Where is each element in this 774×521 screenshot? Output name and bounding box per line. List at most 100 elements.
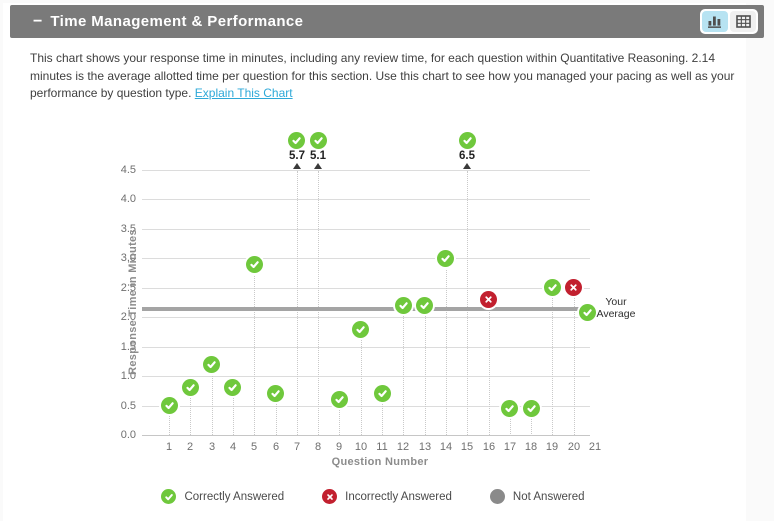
average-label: Your Average: [596, 296, 636, 320]
dropline: [297, 171, 298, 435]
gridline: [142, 317, 590, 318]
check-icon: [378, 390, 387, 398]
x-tick-label: 19: [545, 441, 559, 453]
x-tick-label: 20: [567, 441, 581, 453]
data-point-q11[interactable]: [374, 385, 391, 402]
over-limit-value-label: 5.1: [310, 150, 326, 162]
view-toggle: [700, 9, 758, 34]
x-tick-label: 2: [186, 441, 194, 453]
data-point-q10[interactable]: [352, 321, 369, 338]
gridline: [142, 347, 590, 348]
explain-chart-link[interactable]: Explain This Chart: [194, 86, 293, 100]
description-text: This chart shows your response time in m…: [30, 51, 735, 100]
data-point-q16[interactable]: [480, 291, 497, 308]
gray-circle-icon: [489, 489, 505, 504]
y-tick-label: 1.0: [120, 370, 136, 382]
dropline: [552, 297, 553, 435]
data-point-q15[interactable]: [459, 132, 476, 149]
up-arrow-icon: [314, 163, 322, 169]
x-tick-label: 7: [293, 441, 301, 453]
legend-label: Correctly Answered: [184, 490, 285, 503]
x-tick-label: 21: [588, 441, 602, 453]
dropline: [510, 418, 511, 436]
x-tick-label: 1: [165, 441, 173, 453]
data-point-q7[interactable]: [288, 132, 305, 149]
dropline: [403, 314, 404, 435]
panel-title: Time Management & Performance: [50, 13, 304, 30]
dropline: [425, 314, 426, 435]
x-tick-label: 6: [272, 441, 280, 453]
average-line: [142, 307, 589, 311]
dropline: [169, 415, 170, 435]
x-tick-label: 9: [335, 441, 343, 453]
collapse-icon[interactable]: −: [33, 12, 43, 30]
check-icon: [165, 402, 174, 410]
over-limit-value-label: 6.5: [459, 150, 475, 162]
legend-item-incorrect: Incorrectly Answered: [322, 489, 452, 504]
x-tick-label: 5: [250, 441, 258, 453]
y-tick-label: 0.0: [120, 429, 136, 441]
legend-label: Incorrectly Answered: [345, 490, 452, 503]
up-arrow-icon: [293, 163, 301, 169]
x-tick-label: 3: [208, 441, 216, 453]
dropline: [467, 171, 468, 435]
data-point-q5[interactable]: [246, 256, 263, 273]
legend-item-not_answered: Not Answered: [489, 489, 585, 504]
dropline: [212, 373, 213, 435]
check-icon: [186, 384, 195, 392]
data-point-q4[interactable]: [224, 379, 241, 396]
data-point-q17[interactable]: [501, 400, 518, 417]
check-icon: [527, 405, 536, 413]
table-icon: [735, 15, 751, 28]
dropline: [382, 403, 383, 435]
check-icon: [548, 284, 557, 292]
check-icon: [441, 255, 450, 263]
x-icon: [485, 296, 492, 303]
data-point-q13[interactable]: [416, 297, 433, 314]
y-tick-label: 2.5: [120, 282, 136, 294]
dropline: [361, 338, 362, 435]
legend-item-correct: Correctly Answered: [161, 489, 284, 504]
x-tick-label: 12: [396, 441, 410, 453]
data-point-q19[interactable]: [544, 279, 561, 296]
data-point-q6[interactable]: [267, 385, 284, 402]
check-icon: [271, 390, 280, 398]
over-limit-value-label: 5.7: [289, 150, 305, 162]
x-tick-label: 16: [482, 441, 496, 453]
gridline: [142, 229, 590, 230]
check-icon: [335, 396, 344, 404]
x-tick-label: 15: [460, 441, 474, 453]
data-point-q8[interactable]: [310, 132, 327, 149]
y-axis-title: Response Time in Minutes: [127, 229, 139, 375]
check-icon: [463, 137, 472, 145]
x-axis-title: Question Number: [331, 456, 429, 468]
check-icon: [250, 261, 259, 269]
gridline: [142, 435, 590, 436]
x-tick-label: 10: [354, 441, 368, 453]
table-view-button[interactable]: [730, 11, 756, 32]
gridline: [142, 406, 590, 407]
data-point-q14[interactable]: [437, 250, 454, 267]
dropline: [318, 171, 319, 435]
check-icon: [356, 326, 365, 334]
chart-legend: Correctly Answered Incorrectly Answered No…: [0, 489, 746, 504]
data-point-q1[interactable]: [161, 397, 178, 414]
x-tick-label: 11: [376, 441, 388, 453]
gridline: [142, 199, 590, 200]
gridline: [142, 288, 590, 289]
dropline: [531, 418, 532, 436]
data-point-q18[interactable]: [523, 400, 540, 417]
data-point-q20[interactable]: [565, 279, 582, 296]
x-tick-label: 8: [314, 441, 322, 453]
panel-header[interactable]: − Time Management & Performance: [10, 5, 764, 38]
dropline: [190, 397, 191, 435]
bar-chart-icon: [707, 15, 723, 28]
gridline: [142, 170, 590, 171]
check-circle-icon: [161, 489, 177, 504]
data-point-q2[interactable]: [182, 379, 199, 396]
dropline: [339, 409, 340, 435]
chart-view-button[interactable]: [702, 11, 728, 32]
data-point-q12[interactable]: [395, 297, 412, 314]
data-point-q3[interactable]: [203, 356, 220, 373]
data-point-q9[interactable]: [331, 391, 348, 408]
